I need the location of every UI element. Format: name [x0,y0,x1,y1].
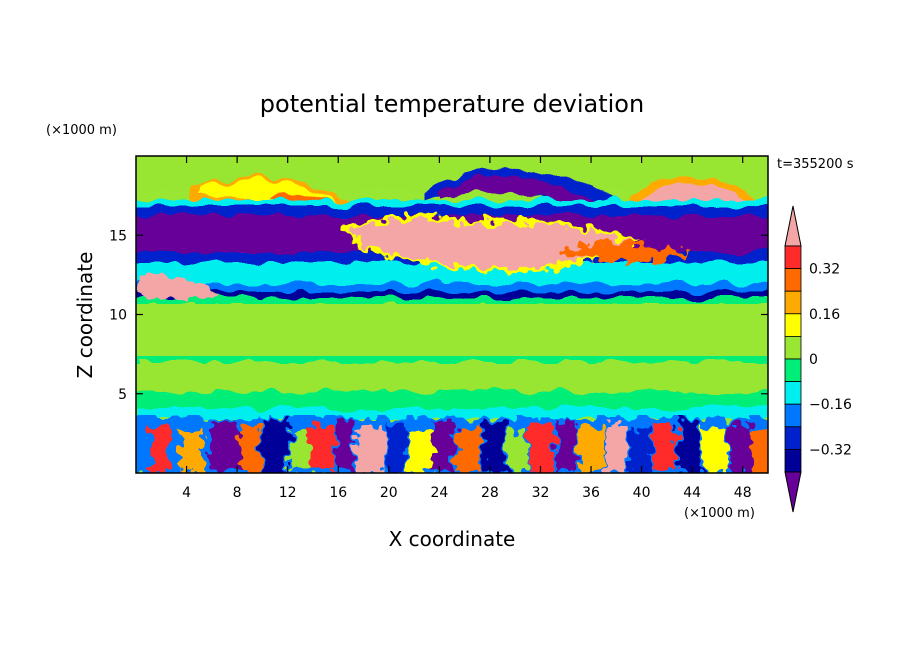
colorbar: 0.32 0.16 0 −0.16 −0.32 [784,205,852,513]
colorbar-level [784,268,802,292]
colorbar-level [784,290,802,315]
colorbar-arrow-top [784,205,802,247]
colorbar-tick-label: 0.16 [809,307,840,323]
x-tick-label: 16 [329,485,347,501]
contour-field [136,156,768,473]
colorbar-level [784,313,802,337]
colorbar-level [784,448,802,473]
x-axis-title: X coordinate [389,527,516,551]
x-tick-label: 8 [233,485,242,501]
x-tick-label: 44 [683,485,701,501]
y-unit-label: (×1000 m) [46,123,117,138]
y-tick-label: 10 [109,308,127,324]
x-tick-label: 40 [633,485,651,501]
x-axis-ticks: 4 8 12 16 20 24 28 32 36 40 44 48 [182,156,752,501]
colorbar-level [784,381,802,405]
colorbar-level [784,245,802,270]
x-tick-label: 12 [279,485,297,501]
colorbar-tick-label: 0.32 [809,262,840,278]
colorbar-arrow-bottom [784,471,802,513]
x-tick-label: 32 [532,485,550,501]
x-tick-label: 48 [734,485,752,501]
colorbar-level [784,358,802,383]
y-axis-title: Z coordinate [73,252,97,379]
colorbar-tick-label: −0.16 [809,397,852,413]
colorbar-level [784,426,802,450]
x-unit-label: (×1000 m) [684,506,755,521]
x-tick-label: 4 [182,485,191,501]
x-tick-label: 36 [582,485,600,501]
x-tick-label: 28 [481,485,499,501]
time-label: t=355200 s [777,157,854,172]
colorbar-level [784,403,802,428]
y-tick-label: 15 [109,228,127,244]
chart-title: potential temperature deviation [260,90,644,118]
colorbar-level [784,335,802,360]
y-tick-label: 5 [118,387,127,403]
colorbar-tick-label: −0.32 [809,442,852,458]
x-tick-label: 24 [430,485,448,501]
y-axis-ticks: 5 10 15 [109,228,768,403]
colorbar-tick-label: 0 [809,352,818,368]
x-tick-label: 20 [380,485,398,501]
